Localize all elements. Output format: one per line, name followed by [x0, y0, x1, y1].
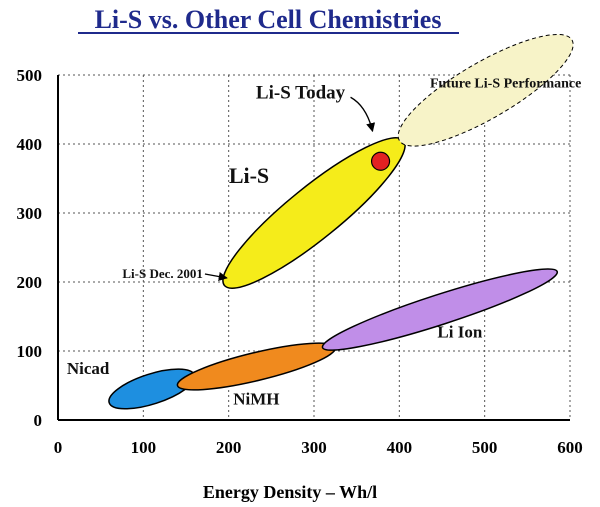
region-label-future-li-s-performance: Future Li-S Performance — [430, 76, 581, 91]
region-labels: Nicad NiMH Li Ion Li-S Future Li-S Performan… — [67, 76, 581, 408]
x-tick-label-600: 600 — [557, 438, 583, 457]
annotations: Li-S Dec. 2001 — [122, 266, 228, 282]
chart-title: Li-S vs. Other Cell Chemistries — [95, 5, 442, 34]
x-tick-label-100: 100 — [131, 438, 157, 457]
region-li-ion — [321, 268, 559, 351]
annotation-arrow-li-s-dec-2001 — [204, 272, 228, 282]
region-future-li-s-performance — [397, 33, 574, 147]
y-tick-label-200: 200 — [17, 273, 43, 292]
y-tick-label-500: 500 — [17, 66, 43, 85]
region-label-li-s: Li-S — [229, 163, 269, 188]
y-tick-label-100: 100 — [17, 342, 43, 361]
point-label-li-s-today: Li-S Today — [256, 82, 346, 103]
x-tick-label-300: 300 — [301, 438, 327, 457]
region-label-nicad: Nicad — [67, 359, 110, 378]
y-tick-label-300: 300 — [17, 204, 43, 223]
region-label-li-ion: Li Ion — [437, 323, 482, 342]
annotation-li-s-dec-2001: Li-S Dec. 2001 — [122, 266, 203, 281]
region-label-nimh: NiMH — [233, 390, 279, 409]
y-tick-label-400: 400 — [17, 135, 43, 154]
point-arrow-li-s-today — [350, 96, 376, 133]
regions — [108, 33, 574, 410]
axes — [57, 75, 570, 421]
points: Li-S Today — [256, 82, 391, 171]
x-tick-label-400: 400 — [387, 438, 413, 457]
x-axis-label: Energy Density – Wh/l — [203, 482, 377, 502]
x-tick-label-200: 200 — [216, 438, 242, 457]
y-tick-label-0: 0 — [34, 411, 43, 430]
tick-labels: 0 100 200 300 400 500 600 0 100 200 300 400 500 — [17, 66, 583, 457]
x-tick-label-500: 500 — [472, 438, 498, 457]
x-tick-label-0: 0 — [54, 438, 63, 457]
point-li-s-today — [370, 151, 391, 171]
grid — [58, 74, 571, 420]
